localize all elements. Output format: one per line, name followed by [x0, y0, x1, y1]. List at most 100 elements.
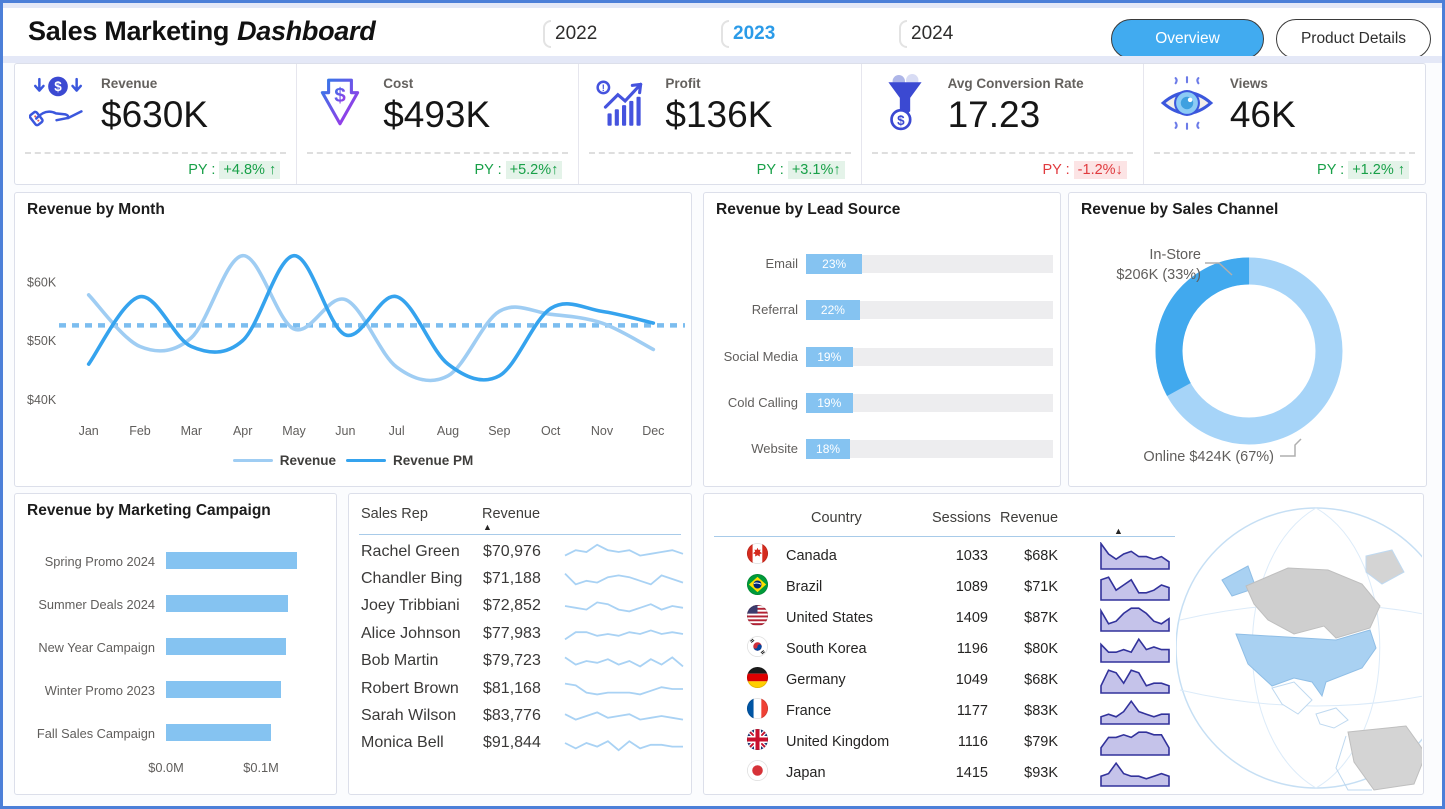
sales-channel-card: Revenue by Sales Channel In-Store $206K (…: [1068, 192, 1427, 487]
sales-rep-name: Joey Tribbiani: [361, 597, 460, 615]
sales-rep-row[interactable]: Robert Brown $81,168: [349, 675, 691, 702]
campaign-row-5[interactable]: Fall Sales Campaign: [15, 724, 336, 742]
legend-item-revenue[interactable]: Revenue: [232, 453, 336, 468]
kpi-py-prefix: PY :: [188, 162, 220, 178]
country-sessions: 1033: [955, 547, 988, 564]
year-tab-2023[interactable]: 2023: [721, 20, 775, 48]
sales-rep-revenue: $83,776: [483, 707, 541, 725]
country-row-united-states[interactable]: United States 1409 $87K: [704, 602, 1182, 633]
legend-item-revenue-pm[interactable]: Revenue PM: [346, 453, 473, 468]
country-card: Country Sessions Revenue ▲ Canada 1033 $…: [703, 493, 1424, 795]
kpi-band: $ Revenue $630K PY : +4.8% ↑ $ Cost $493…: [14, 63, 1426, 185]
kpi-profit[interactable]: ! Profit $136K PY : +3.1%↑: [579, 64, 862, 184]
sales-rep-col-header[interactable]: Sales Rep: [361, 506, 428, 522]
sort-ascending-icon[interactable]: ▲: [483, 522, 492, 532]
sales-rep-sparkline: [564, 656, 684, 668]
country-rows: Canada 1033 $68K Brazil 1089 $71K United…: [704, 540, 1182, 788]
revenue-by-month-title: Revenue by Month: [27, 201, 165, 218]
sales-rep-row[interactable]: Bob Martin $79,723: [349, 648, 691, 675]
lead-source-row-website[interactable]: Website 18%: [704, 439, 1060, 459]
kpi-label: Revenue: [101, 76, 158, 91]
lead-source-track: [806, 440, 1053, 458]
campaign-row-1[interactable]: Spring Promo 2024: [15, 552, 336, 570]
sessions-col-header[interactable]: Sessions: [932, 510, 991, 526]
sales-rep-row[interactable]: Alice Johnson $77,983: [349, 620, 691, 647]
kpi-views[interactable]: Views 46K PY : +1.2% ↑: [1144, 64, 1425, 184]
sales-rep-revenue: $77,983: [483, 624, 541, 642]
kpi-py-comparison: PY : +4.8% ↑: [188, 161, 281, 179]
kpi-label: Cost: [383, 76, 414, 91]
lead-source-track: [806, 255, 1053, 273]
kpi-label: Avg Conversion Rate: [947, 76, 1084, 91]
campaign-bar: [166, 595, 288, 612]
revenue-col-header-2[interactable]: Revenue: [1000, 510, 1059, 526]
country-row-united-kingdom[interactable]: United Kingdom 1116 $79K: [704, 726, 1182, 757]
lead-source-bar: 19%: [806, 347, 853, 367]
sales-rep-row[interactable]: Monica Bell $91,844: [349, 730, 691, 757]
lead-source-track: [806, 301, 1053, 319]
sales-rep-row[interactable]: Rachel Green $70,976: [349, 538, 691, 565]
kpi-revenue[interactable]: $ Revenue $630K PY : +4.8% ↑: [15, 64, 298, 184]
country-row-canada[interactable]: Canada 1033 $68K: [704, 540, 1182, 571]
year-tab-2022[interactable]: 2022: [543, 20, 597, 48]
lead-source-bar: 23%: [806, 254, 863, 274]
kpi-divider: [589, 152, 851, 154]
lead-source-row-social-media[interactable]: Social Media 19%: [704, 347, 1060, 367]
revenue-by-month-chart[interactable]: $60K $50K $40K Jan Feb Mar Apr May Jun Jul Aug Sep O…: [19, 229, 687, 451]
campaign-row-2[interactable]: Summer Deals 2024: [15, 595, 336, 613]
nav-button-label: Product Details: [1300, 30, 1407, 47]
sales-rep-row[interactable]: Joey Tribbiani $72,852: [349, 593, 691, 620]
country-sessions: 1116: [957, 733, 988, 750]
kpi-value: $136K: [665, 94, 773, 135]
kpi-py-value: +5.2%↑: [505, 161, 563, 179]
sales-rep-name: Alice Johnson: [361, 624, 461, 642]
lead-source-row-email[interactable]: Email 23%: [704, 254, 1060, 274]
lead-source-bar: 22%: [806, 300, 860, 320]
sales-channel-donut[interactable]: In-Store $206K (33%) Online $424K (67%): [1069, 217, 1428, 487]
svg-text:May: May: [282, 424, 306, 438]
kpi-cost[interactable]: $ Cost $493K PY : +5.2%↑: [297, 64, 580, 184]
kpi-divider: [25, 152, 287, 154]
country-sessions: 1196: [956, 640, 988, 657]
svg-text:$206K (33%): $206K (33%): [1116, 267, 1201, 283]
legend-swatch-revenue-pm: [346, 458, 386, 463]
country-revenue: $87K: [1024, 609, 1058, 626]
sales-rep-row[interactable]: Chandler Bing $71,188: [349, 565, 691, 592]
sales-rep-name: Rachel Green: [361, 542, 460, 560]
campaign-xtick-0: $0.0M: [148, 760, 184, 775]
nav-button-product-details[interactable]: Product Details: [1276, 19, 1431, 59]
country-row-brazil[interactable]: Brazil 1089 $71K: [704, 571, 1182, 602]
campaign-bar: [166, 638, 286, 655]
country-row-germany[interactable]: Germany 1049 $68K: [704, 664, 1182, 695]
kpi-label: Profit: [665, 76, 701, 91]
country-sessions: 1409: [955, 609, 988, 626]
hand-coin-icon: $: [28, 74, 87, 132]
globe-map[interactable]: [1176, 500, 1422, 792]
campaign-card: Revenue by Marketing Campaign Spring Pro…: [14, 493, 337, 795]
nav-button-overview[interactable]: Overview: [1111, 19, 1264, 59]
sales-rep-sparkline: [564, 573, 684, 586]
sales-rep-row[interactable]: Sarah Wilson $83,776: [349, 702, 691, 729]
lead-source-row-cold-calling[interactable]: Cold Calling 19%: [704, 393, 1060, 413]
country-sessions: 1049: [955, 671, 988, 688]
country-row-japan[interactable]: Japan 1415 $93K: [704, 757, 1182, 788]
revenue-col-header[interactable]: Revenue: [482, 506, 541, 522]
sales-rep-name: Robert Brown: [361, 679, 459, 697]
country-row-france[interactable]: France 1177 $83K: [704, 695, 1182, 726]
year-tab-2024[interactable]: 2024: [899, 20, 953, 48]
canada-flag-icon: [704, 542, 786, 570]
year-tab-label: 2024: [911, 23, 954, 44]
kpi-py-value: +1.2% ↑: [1348, 161, 1410, 179]
sort-ascending-icon-2[interactable]: ▲: [1114, 526, 1123, 536]
header-underline: [359, 534, 681, 535]
country-col-header[interactable]: Country: [811, 510, 862, 526]
campaign-row-3[interactable]: New Year Campaign: [15, 638, 336, 656]
sales-rep-rows: Rachel Green $70,976 Chandler Bing $71,1…: [349, 538, 691, 757]
sales-rep-name: Sarah Wilson: [361, 707, 457, 725]
lead-source-row-referral[interactable]: Referral 22%: [704, 300, 1060, 320]
campaign-label: Winter Promo 2023: [44, 683, 155, 698]
campaign-row-4[interactable]: Winter Promo 2023: [15, 681, 336, 699]
country-row-south-korea[interactable]: South Korea 1196 $80K: [704, 633, 1182, 664]
kpi-avg-conversion-rate[interactable]: $ Avg Conversion Rate 17.23 PY : -1.2%↓: [862, 64, 1144, 184]
eye-icon: [1158, 74, 1216, 132]
